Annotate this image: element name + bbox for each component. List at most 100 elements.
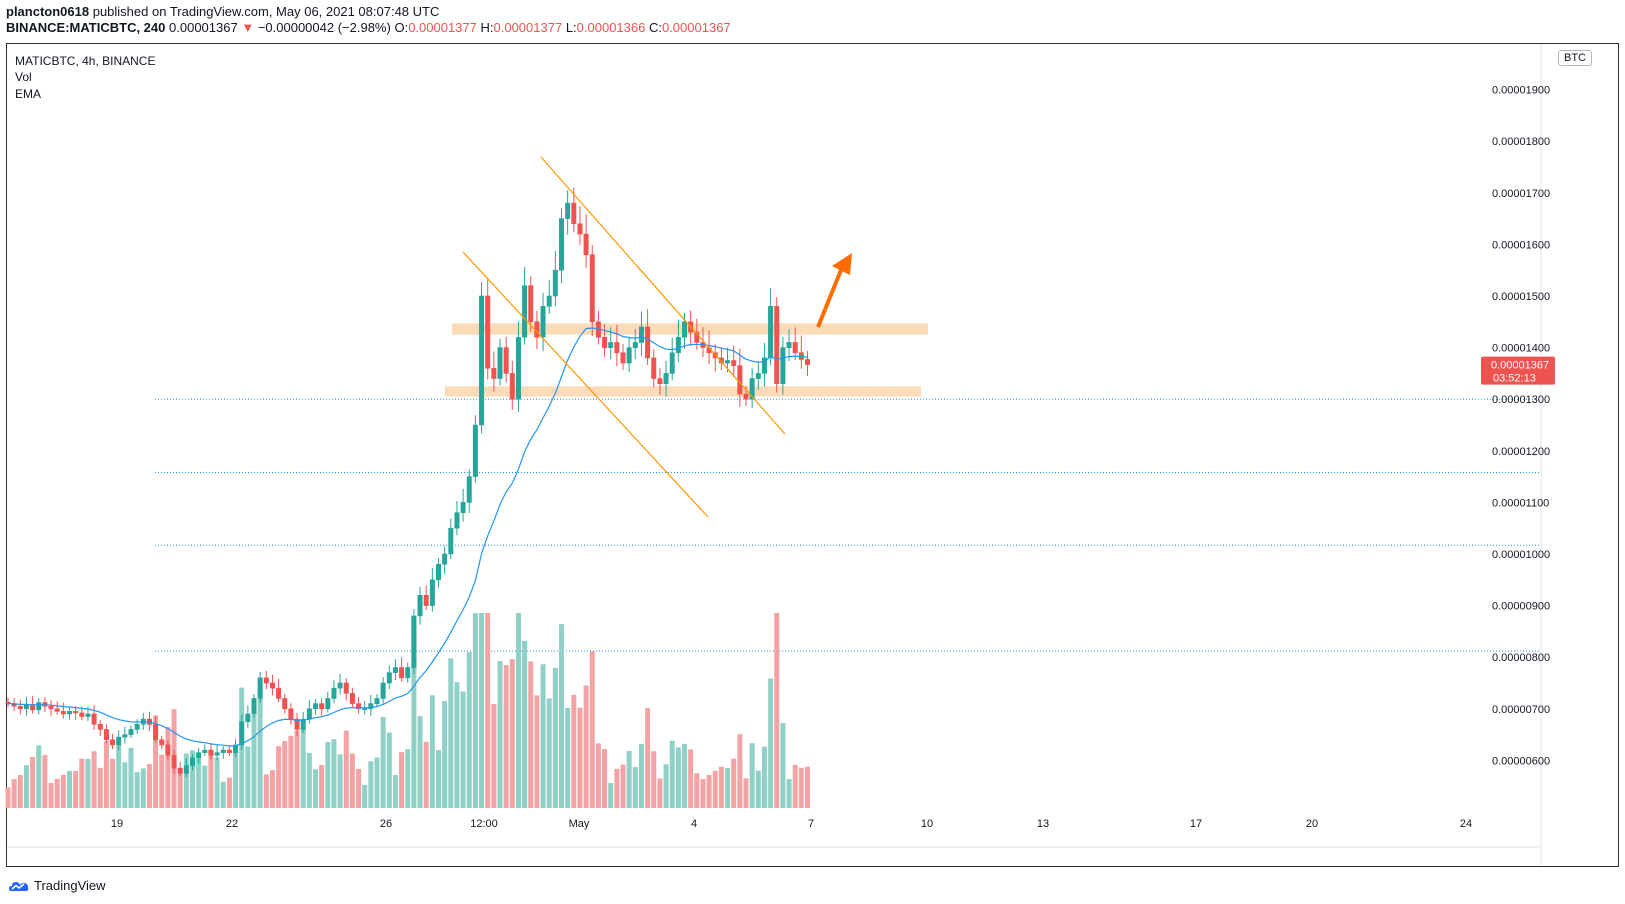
candle-body (23, 704, 29, 710)
candle-body (177, 767, 183, 774)
time-tick-label: 19 (111, 818, 123, 830)
volume-bar (257, 695, 263, 808)
candle-body (196, 752, 202, 759)
author-name[interactable]: plancton0618 (6, 4, 90, 19)
candle-body (491, 367, 497, 379)
candle-body (681, 321, 687, 338)
candle-body (522, 285, 528, 338)
price-tick-label: 0.00001800 (1492, 136, 1550, 148)
volume-bar (110, 758, 116, 808)
chart-header: plancton0618 published on TradingView.co… (6, 4, 731, 36)
chart-frame[interactable] (6, 43, 1619, 867)
time-tick-label: May (569, 818, 590, 830)
channel-lower-line (462, 251, 709, 518)
candle-body (479, 295, 485, 426)
volume-bar (146, 764, 152, 808)
volume-bar (411, 621, 417, 808)
candle-body (786, 342, 792, 348)
volume-bar (48, 783, 54, 808)
candle-body (67, 711, 73, 715)
candle-body (79, 712, 85, 717)
volume-bar (11, 779, 17, 808)
currency-label[interactable]: BTC (1558, 50, 1592, 66)
candle-body (515, 336, 521, 400)
ema-20-line (7, 327, 808, 747)
time-tick-label: 17 (1190, 818, 1202, 830)
candle-body (657, 378, 663, 385)
candle-body (774, 306, 780, 385)
volume-bar (472, 613, 478, 808)
volume-bar (399, 752, 405, 808)
candle-body (546, 295, 552, 307)
volume-bar (694, 773, 700, 808)
legend-ema[interactable]: EMA (15, 87, 42, 101)
volume-bar (589, 651, 595, 808)
candle-body (306, 708, 312, 720)
candle-body (577, 223, 583, 235)
legend-vol[interactable]: Vol (15, 70, 32, 84)
volume-bar (522, 640, 528, 808)
candle-body (17, 705, 23, 710)
candle-body (60, 711, 66, 715)
volume-bar (97, 767, 103, 808)
price-tick-label: 0.00001000 (1492, 549, 1550, 561)
volume-bar (208, 750, 214, 808)
candle-body (804, 359, 810, 365)
price-tick-label: 0.00000800 (1492, 652, 1550, 664)
candle-body (343, 682, 349, 694)
brand-name: TradingView (34, 878, 106, 893)
volume-bar (774, 613, 780, 808)
volume-bar (577, 707, 583, 808)
volume-bar (202, 765, 208, 808)
volume-bar (269, 770, 275, 808)
volume-bar (79, 758, 85, 808)
volume-bar (190, 750, 195, 808)
candle-body (134, 723, 140, 730)
candle-body (472, 424, 478, 477)
volume-bar (645, 708, 651, 808)
legend-title[interactable]: MATICBTC, 4h, BINANCE (15, 54, 156, 68)
volume-bar (122, 762, 128, 808)
volume-bar (417, 716, 423, 808)
candle-body (454, 512, 460, 529)
price-tick-label: 0.00000900 (1492, 601, 1550, 613)
candle-body (392, 667, 398, 673)
volume-bar (608, 783, 614, 808)
candle-body (208, 749, 214, 756)
candle-body (466, 476, 472, 503)
candle-body (780, 347, 786, 385)
time-tick-label: 22 (226, 818, 238, 830)
candle-body (85, 713, 91, 717)
price-tick-label: 0.00001100 (1492, 497, 1549, 509)
volume-bar (559, 624, 564, 808)
volume-bar (712, 770, 718, 808)
candle-body (233, 744, 239, 753)
horizontal-levels (155, 398, 1541, 652)
candle-body (694, 331, 700, 343)
volume-bar (128, 747, 134, 808)
candle-body (356, 703, 362, 710)
volume-bar (614, 768, 620, 808)
volume-bar (331, 739, 337, 808)
volume-bar (700, 779, 706, 808)
time-tick-label: 24 (1460, 818, 1472, 830)
volume-bar (718, 766, 724, 808)
volume-bar (688, 749, 694, 808)
volume-bar (565, 708, 571, 808)
price-tick-label: 0.00001200 (1492, 446, 1550, 458)
volume-bar (91, 751, 97, 808)
tradingview-logo[interactable]: TradingView (8, 878, 106, 893)
candle-body (558, 218, 564, 271)
candle-body (380, 682, 386, 699)
candle-body (276, 687, 282, 699)
candle-body (602, 336, 608, 348)
volume-bar (294, 730, 300, 808)
volume-bar (737, 734, 743, 808)
arrow-head (832, 253, 852, 275)
volume-bar (657, 778, 663, 808)
candle-body (411, 615, 417, 668)
candle-body (153, 723, 159, 741)
candle-body (405, 667, 411, 679)
candle-body (368, 703, 374, 710)
